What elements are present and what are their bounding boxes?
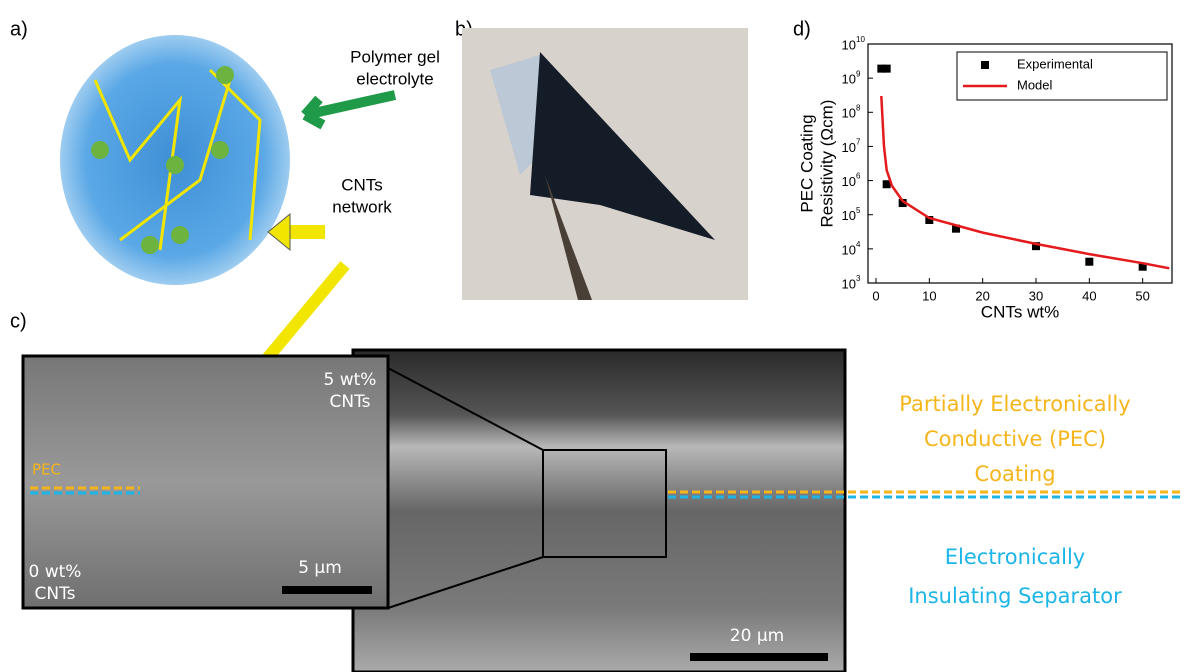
annotation: electrolyte: [356, 69, 433, 88]
x-tick-label: 0: [872, 288, 879, 303]
model-line: [881, 96, 1169, 268]
x-tick-label: 10: [922, 288, 936, 303]
data-point: [1085, 258, 1093, 266]
legend-swatch: [981, 61, 989, 69]
y-tick-label: 10: [842, 208, 856, 223]
x-tick-label: 50: [1135, 288, 1149, 303]
scale-bar: [690, 653, 828, 661]
panel-label: c): [10, 310, 27, 332]
scale-label: 20 μm: [730, 626, 784, 646]
legend-label: Model: [1017, 77, 1053, 92]
y-tick-label: 10: [842, 106, 856, 121]
y-tick-label: 10: [842, 242, 856, 257]
green-arrow: [305, 95, 395, 125]
page: { "panels": { "a": {"label": "a)", "elec…: [0, 0, 1184, 672]
y-tick-exp: 10: [856, 35, 865, 44]
x-tick-label: 20: [975, 288, 989, 303]
y-tick-exp: 6: [856, 172, 861, 181]
annotation: CNTs: [341, 175, 383, 194]
layer-label: Insulating Separator: [908, 584, 1122, 608]
x-axis-label: CNTs wt%: [981, 302, 1059, 321]
sem-label: CNTs: [34, 584, 75, 604]
y-tick-exp: 7: [856, 138, 861, 147]
panel-label: a): [10, 18, 28, 40]
layer-label: Partially Electronically: [899, 392, 1130, 416]
y-tick-exp: 8: [856, 103, 861, 112]
sem-label: CNTs: [329, 392, 370, 412]
y-tick-label: 10: [842, 140, 856, 155]
y-tick-exp: 3: [856, 274, 861, 283]
annotation: network: [332, 197, 392, 216]
scale-bar: [282, 586, 372, 594]
layer-label: Conductive (PEC): [924, 427, 1106, 451]
scale-label: 5 μm: [298, 558, 342, 578]
figure: a) Polymer gel electrolyte CNTs network …: [0, 0, 1184, 672]
x-tick-label: 40: [1082, 288, 1096, 303]
y-tick-label: 10: [842, 174, 856, 189]
y-tick-label: 10: [842, 37, 856, 52]
annotation: Polymer gel: [350, 47, 440, 66]
sem-label: PEC: [32, 461, 61, 479]
legend-label: Experimental: [1017, 56, 1093, 71]
y-tick-exp: 4: [856, 240, 861, 249]
sem-main: [353, 350, 845, 672]
y-axis-label: PEC Coating: [797, 114, 816, 212]
y-tick-label: 10: [842, 72, 856, 87]
layer-label: Coating: [974, 462, 1055, 486]
data-point: [883, 65, 891, 73]
layer-label: Electronically: [945, 545, 1085, 569]
panel-label: d): [793, 18, 811, 40]
sem-label: 5 wt%: [324, 370, 377, 390]
sem-label: 0 wt%: [29, 562, 82, 582]
y-tick-exp: 5: [856, 206, 861, 215]
x-tick-label: 30: [1029, 288, 1043, 303]
y-tick-label: 10: [842, 276, 856, 291]
y-axis-label: Resistivity (Ωcm): [817, 100, 836, 228]
y-tick-exp: 9: [856, 69, 861, 78]
